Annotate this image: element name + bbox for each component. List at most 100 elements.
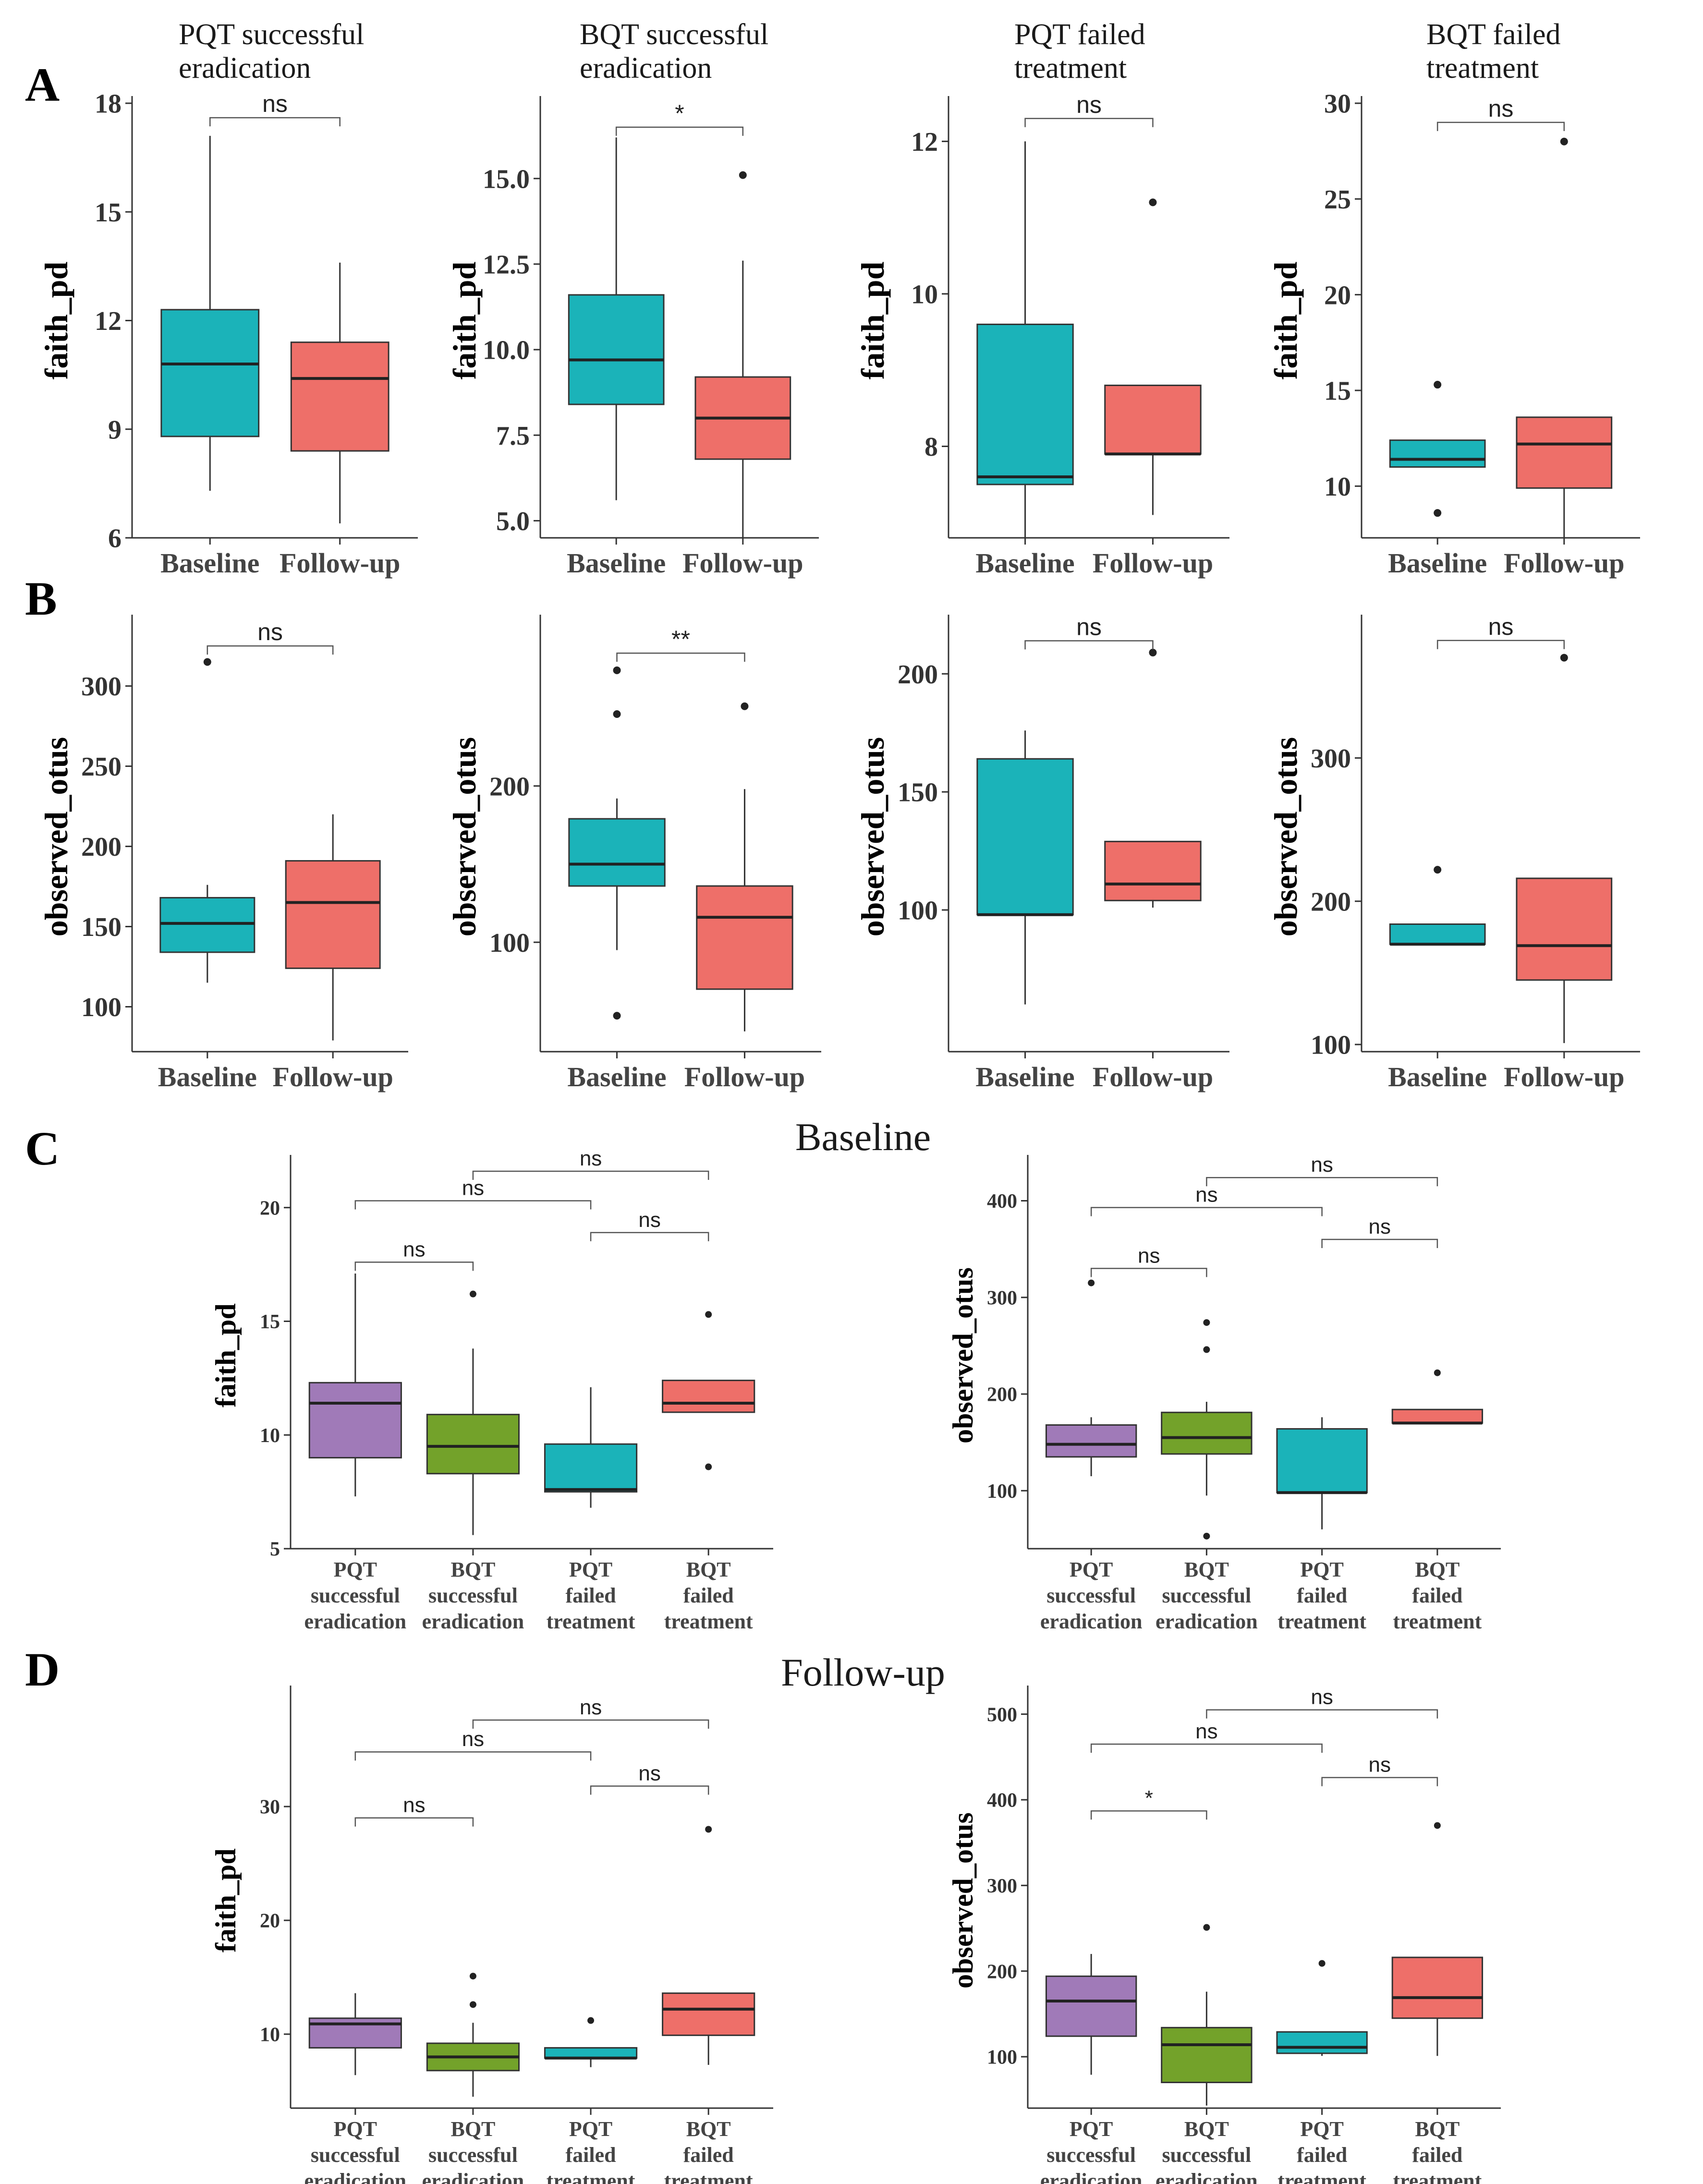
y-tick-label: 10 xyxy=(911,280,938,310)
box-iqr xyxy=(1389,439,1486,468)
x-tick-label: PQT xyxy=(1300,2117,1343,2141)
box-iqr xyxy=(662,1992,755,2036)
significance-bracket xyxy=(354,1751,592,1761)
box-iqr xyxy=(568,294,665,405)
box-iqr xyxy=(1045,1424,1137,1458)
x-tick-label: failed xyxy=(683,1584,734,1607)
x-tick-label: PQT xyxy=(334,2117,377,2141)
significance-bracket xyxy=(1024,640,1154,650)
significance-bracket xyxy=(616,652,745,662)
x-tick-label: successful xyxy=(311,2143,400,2167)
y-tick-label: 6 xyxy=(108,524,122,554)
significance-bracket xyxy=(1206,1709,1438,1719)
box-outlier-point xyxy=(1149,648,1157,656)
significance-bracket xyxy=(1206,1177,1438,1187)
significance-label: ns xyxy=(1311,1153,1333,1177)
y-axis-label: faith_pd xyxy=(210,1303,242,1407)
significance-bracket xyxy=(1321,1238,1438,1248)
significance-bracket xyxy=(354,1200,592,1210)
box-outlier-point xyxy=(1434,1369,1441,1376)
x-tick-label: PQT xyxy=(334,1558,377,1581)
box-iqr xyxy=(1516,877,1613,981)
chart-a2-bqt-success-faith-pd: 5.0 7.5 10.0 12.5 15.0 faith_pd Baseline Follow… xyxy=(446,96,819,579)
y-tick-label: 200 xyxy=(987,1961,1017,1983)
panel-letter-a: A xyxy=(25,58,60,111)
chart-d1-follow-up-faith-pd: 102030faith_pdPQTsuccessfuleradicationBQ… xyxy=(210,1686,773,2184)
y-tick-label: 100 xyxy=(987,1480,1017,1503)
x-tick-label: failed xyxy=(566,2143,616,2167)
y-tick-label: 5 xyxy=(270,1539,280,1561)
box-outlier-point xyxy=(587,2017,595,2024)
x-tick-label: PQT xyxy=(1070,1558,1113,1581)
significance-label: ns xyxy=(1311,1686,1333,1709)
y-axis-label: observed_otus xyxy=(1267,737,1304,937)
column-title-3-line-1: PQT failed xyxy=(1014,18,1145,51)
box-outlier-point xyxy=(705,1463,712,1470)
x-tick-label: PQT xyxy=(1070,2117,1113,2141)
y-tick-label: 20 xyxy=(1324,280,1351,310)
y-tick-label: 200 xyxy=(81,832,122,862)
significance-bracket xyxy=(615,126,744,136)
column-title-4-line-1: BQT failed xyxy=(1426,18,1561,51)
x-tick-label: BQT xyxy=(450,1558,495,1581)
significance-label: ns xyxy=(1076,91,1102,118)
significance-bracket xyxy=(1321,1777,1438,1786)
y-tick-label: 12 xyxy=(911,127,938,157)
y-tick-label: 500 xyxy=(987,1704,1017,1726)
x-tick-label: BQT xyxy=(1184,1558,1229,1581)
y-tick-label: 5.0 xyxy=(496,507,530,536)
box-iqr xyxy=(1161,2026,1253,2083)
x-tick-label: BQT xyxy=(450,2117,495,2141)
x-tick-label: BQT xyxy=(686,1558,731,1581)
y-tick-label: 150 xyxy=(898,778,938,808)
x-tick-label: successful xyxy=(428,2143,518,2167)
column-title-1-line-2: eradication xyxy=(179,52,311,85)
box-outlier-point xyxy=(705,1826,712,1833)
x-tick-label: successful xyxy=(1162,1584,1251,1607)
box-outlier-point xyxy=(469,1973,476,1980)
significance-bracket xyxy=(209,117,341,127)
x-tick-label: treatment xyxy=(1277,2169,1366,2184)
box-outlier-point xyxy=(1203,1319,1210,1326)
significance-bracket xyxy=(354,1817,474,1827)
x-tick-label: failed xyxy=(1412,1584,1462,1607)
box-outlier-point xyxy=(705,1311,712,1318)
y-tick-label: 18 xyxy=(95,89,122,119)
chart-a4-bqt-failed-faith-pd: 10 15 20 25 30 faith_pd Baseline Follow-up ns xyxy=(1267,89,1640,579)
x-tick-label: Follow-up xyxy=(1093,1061,1213,1092)
significance-label: ns xyxy=(580,1696,602,1719)
box-outlier-point xyxy=(1434,509,1442,517)
x-tick-label: treatment xyxy=(1393,1610,1482,1633)
x-tick-label: Baseline xyxy=(1388,547,1487,579)
y-tick-label: 300 xyxy=(1311,744,1351,774)
y-axis-label: observed_otus xyxy=(446,737,483,937)
x-tick-label: failed xyxy=(683,2143,734,2167)
box-iqr xyxy=(1391,1408,1484,1424)
x-tick-label: treatment xyxy=(547,1610,635,1633)
y-tick-label: 30 xyxy=(1324,89,1351,119)
x-tick-label: Baseline xyxy=(975,1061,1074,1092)
y-tick-label: 10 xyxy=(260,2024,280,2046)
x-tick-label: treatment xyxy=(547,2169,635,2184)
box-outlier-point xyxy=(1318,1960,1326,1967)
box-iqr xyxy=(1276,1428,1368,1493)
box-outlier-point xyxy=(613,666,621,674)
box-outlier-point xyxy=(1560,654,1568,662)
box-iqr xyxy=(1104,840,1202,901)
y-tick-label: 300 xyxy=(987,1875,1017,1897)
significance-label: ns xyxy=(1369,1753,1391,1777)
box-iqr xyxy=(1276,2031,1368,2054)
significance-label: * xyxy=(1145,1786,1153,1810)
significance-label: ns xyxy=(403,1794,425,1817)
significance-label: ns xyxy=(1488,95,1514,122)
x-tick-label: Baseline xyxy=(160,547,259,579)
x-tick-label: Follow-up xyxy=(1093,547,1213,579)
box-outlier-point xyxy=(1560,137,1568,146)
box-iqr xyxy=(426,1414,520,1475)
x-tick-label: Follow-up xyxy=(1504,1061,1624,1092)
significance-label: ns xyxy=(638,1208,660,1232)
x-tick-label: successful xyxy=(1162,2143,1251,2167)
chart-b3-pqt-failed-observed-otus: 100 150 200 observed_otus Baseline Follow-up n… xyxy=(854,613,1229,1092)
x-tick-label: eradication xyxy=(304,2169,406,2184)
